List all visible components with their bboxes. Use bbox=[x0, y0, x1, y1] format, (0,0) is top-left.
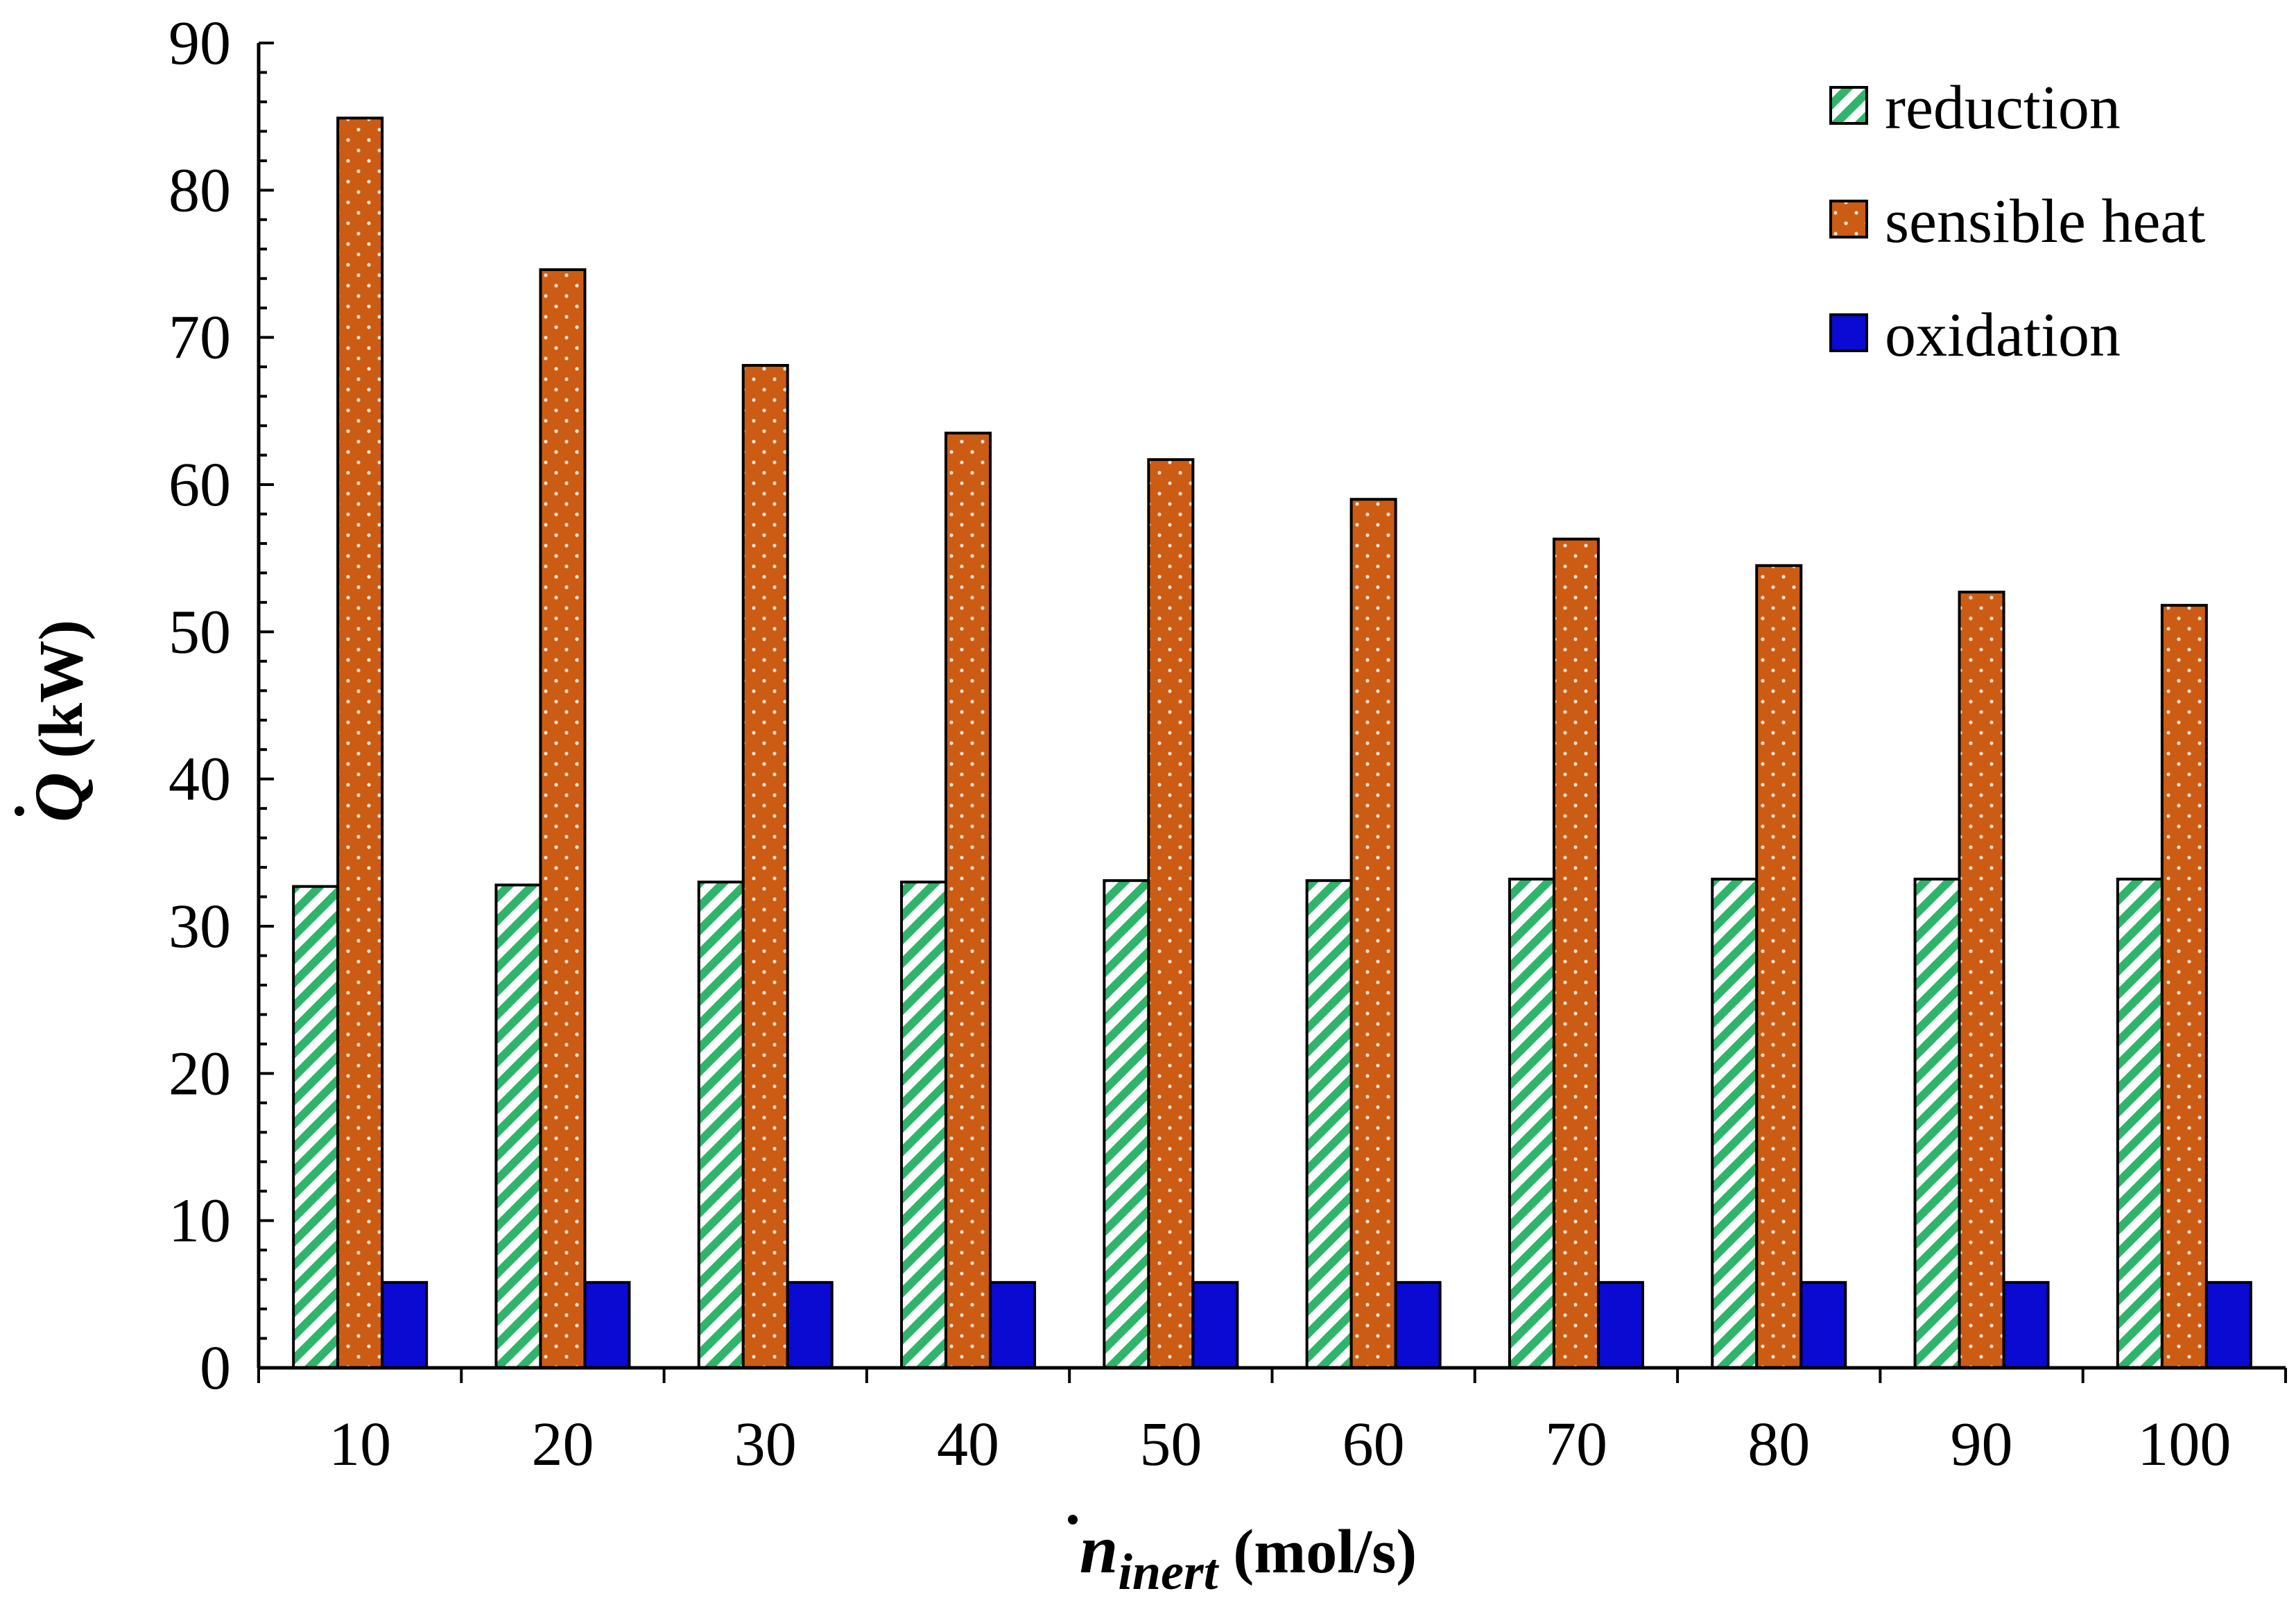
bar-oxidation-80 bbox=[1799, 1280, 1847, 1370]
bar-reduction-60 bbox=[1305, 879, 1353, 1369]
bar-reduction-30 bbox=[697, 880, 745, 1370]
x-axis-symbol-dot bbox=[1068, 1515, 1078, 1525]
y-tick-label: 80 bbox=[169, 156, 231, 225]
y-tick-label: 70 bbox=[169, 304, 231, 372]
x-tick-label: 10 bbox=[329, 1410, 391, 1479]
y-tick-label: 30 bbox=[169, 892, 231, 961]
bar-sensible-heat-10 bbox=[336, 116, 384, 1369]
bar-sensible-heat-70 bbox=[1552, 537, 1600, 1369]
bar-reduction-50 bbox=[1103, 879, 1150, 1369]
y-tick-label: 20 bbox=[169, 1039, 231, 1108]
legend-label-reduction: reduction bbox=[1885, 73, 2121, 142]
bar-reduction-100 bbox=[2116, 878, 2164, 1369]
x-tick-label: 90 bbox=[1951, 1410, 2013, 1479]
bar-sensible-heat-60 bbox=[1349, 498, 1397, 1370]
bar-reduction-90 bbox=[1913, 878, 1961, 1369]
bar-reduction-20 bbox=[494, 883, 542, 1369]
x-tick-label: 70 bbox=[1545, 1410, 1607, 1479]
y-tick-label: 0 bbox=[200, 1334, 231, 1402]
legend-swatch-reduction bbox=[1829, 86, 1868, 125]
bar-oxidation-50 bbox=[1191, 1280, 1239, 1370]
y-axis-symbol-dot bbox=[15, 806, 24, 816]
x-tick-label: 30 bbox=[734, 1410, 797, 1479]
bar-oxidation-60 bbox=[1394, 1280, 1442, 1370]
y-tick-label: 40 bbox=[169, 745, 231, 814]
bar-oxidation-90 bbox=[2002, 1280, 2050, 1370]
bar-oxidation-20 bbox=[583, 1280, 631, 1370]
tick-labels: 0 10 20 30 40 50 60 70 80 90 10 20 30 40 50 60 70 80 90 100 bbox=[169, 9, 2231, 1479]
x-axis-symbol: n bbox=[1080, 1511, 1119, 1588]
legend-label-oxidation: oxidation bbox=[1885, 301, 2121, 370]
x-tick-label: 20 bbox=[531, 1410, 594, 1479]
x-axis-title: ninert (mol/s) bbox=[1080, 1511, 1417, 1601]
y-tick-label: 60 bbox=[169, 451, 231, 519]
bar-reduction-40 bbox=[900, 880, 948, 1370]
y-tick-label: 90 bbox=[169, 9, 231, 78]
bar-sensible-heat-20 bbox=[539, 268, 587, 1370]
bar-oxidation-100 bbox=[2204, 1280, 2252, 1370]
bar-sensible-heat-40 bbox=[944, 431, 992, 1369]
x-tick-label: 100 bbox=[2137, 1410, 2231, 1479]
y-axis-units: (kW) bbox=[27, 620, 96, 758]
x-tick-label: 80 bbox=[1747, 1410, 1810, 1479]
legend-label-sensible-heat: sensible heat bbox=[1885, 187, 2205, 256]
legend-swatch-oxidation bbox=[1829, 313, 1868, 352]
y-axis-symbol: Q bbox=[20, 772, 97, 822]
y-axis-title-group: Q (kW) bbox=[15, 620, 97, 822]
bar-reduction-10 bbox=[292, 885, 340, 1370]
bar-sensible-heat-100 bbox=[2160, 604, 2208, 1370]
x-axis-subscript: inert bbox=[1118, 1544, 1219, 1601]
bar-oxidation-30 bbox=[786, 1280, 834, 1370]
x-axis-units: (mol/s) bbox=[1233, 1518, 1417, 1586]
y-tick-label: 10 bbox=[169, 1187, 231, 1256]
y-axis-title: Q (kW) bbox=[20, 620, 97, 822]
bar-sensible-heat-30 bbox=[741, 364, 789, 1369]
x-tick-label: 50 bbox=[1139, 1410, 1202, 1479]
axes bbox=[257, 42, 2287, 1383]
x-tick-label: 40 bbox=[937, 1410, 999, 1479]
bar-oxidation-10 bbox=[381, 1280, 429, 1370]
legend-swatch-sensible-heat bbox=[1829, 200, 1868, 238]
bar-reduction-70 bbox=[1508, 878, 1555, 1369]
bar-sensible-heat-90 bbox=[1958, 591, 2005, 1370]
legend: reduction sensible heat oxidation bbox=[1829, 73, 2205, 370]
bar-oxidation-70 bbox=[1596, 1280, 1644, 1370]
bar-sensible-heat-80 bbox=[1755, 564, 1803, 1369]
y-tick-label: 50 bbox=[169, 598, 231, 666]
bars-layer bbox=[292, 116, 2252, 1370]
x-tick-label: 60 bbox=[1343, 1410, 1405, 1479]
bar-oxidation-40 bbox=[989, 1280, 1037, 1370]
bar-sensible-heat-50 bbox=[1147, 458, 1195, 1369]
bar-reduction-80 bbox=[1711, 878, 1759, 1369]
